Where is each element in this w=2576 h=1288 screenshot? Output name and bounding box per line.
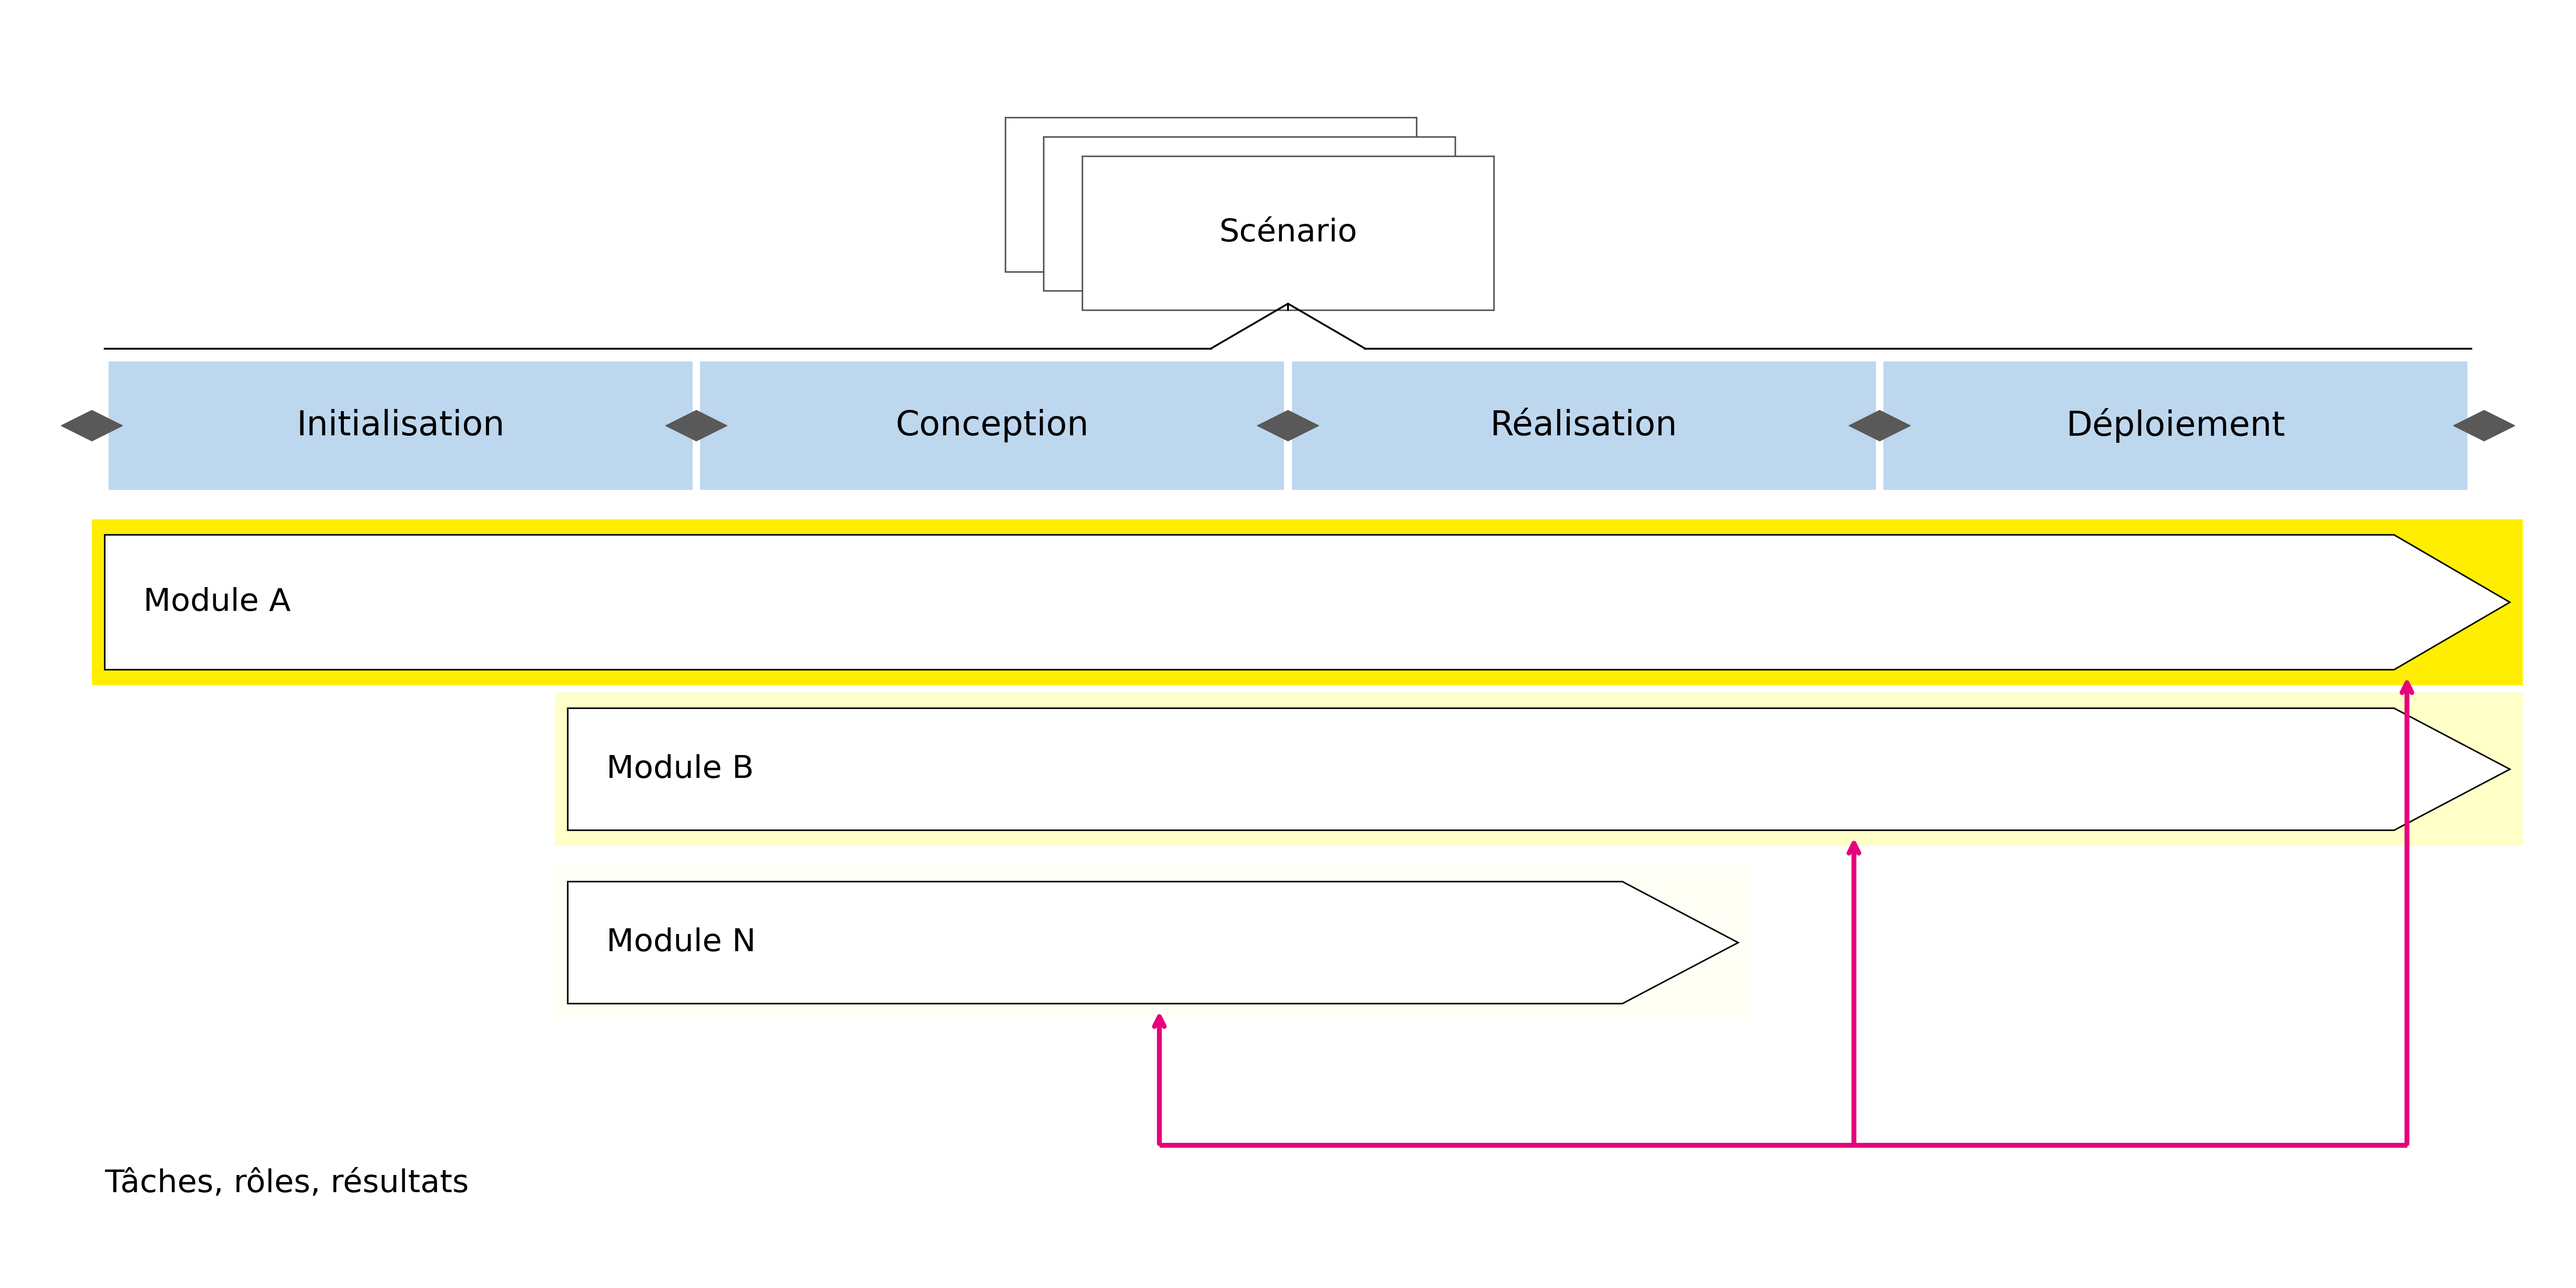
Text: Scénario: Scénario — [1218, 218, 1358, 249]
FancyBboxPatch shape — [1005, 117, 1417, 272]
Polygon shape — [62, 411, 124, 440]
Text: Initialisation: Initialisation — [296, 410, 505, 442]
FancyBboxPatch shape — [554, 867, 1752, 1019]
FancyBboxPatch shape — [1082, 156, 1494, 310]
Polygon shape — [2452, 411, 2514, 440]
FancyBboxPatch shape — [1883, 362, 2468, 489]
Polygon shape — [567, 881, 1739, 1003]
Polygon shape — [106, 535, 2509, 670]
FancyBboxPatch shape — [1291, 362, 1875, 489]
FancyBboxPatch shape — [554, 693, 2522, 846]
FancyBboxPatch shape — [93, 519, 2522, 685]
Text: Tâches, rôles, résultats: Tâches, rôles, résultats — [106, 1168, 469, 1199]
Polygon shape — [1257, 411, 1319, 440]
FancyBboxPatch shape — [701, 362, 1285, 489]
Text: Conception: Conception — [896, 410, 1090, 442]
FancyBboxPatch shape — [1043, 137, 1455, 291]
Text: Module A: Module A — [144, 587, 291, 617]
Polygon shape — [567, 708, 2509, 831]
Text: Module B: Module B — [605, 753, 755, 784]
Polygon shape — [665, 411, 726, 440]
Text: Déploiement: Déploiement — [2066, 408, 2285, 443]
Polygon shape — [1850, 411, 1911, 440]
Text: Réalisation: Réalisation — [1489, 410, 1677, 442]
FancyBboxPatch shape — [108, 362, 693, 489]
Text: Module N: Module N — [605, 927, 755, 958]
